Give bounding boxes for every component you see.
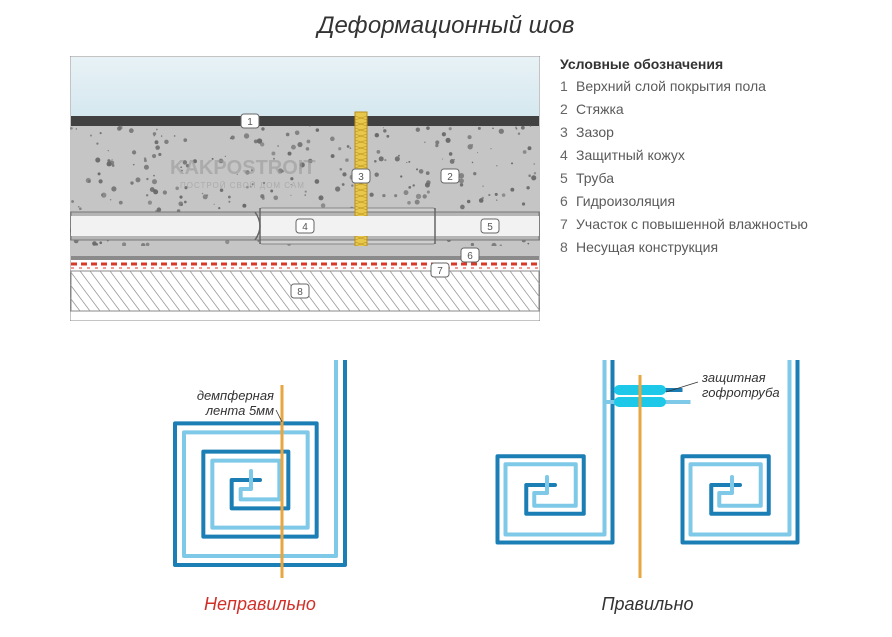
svg-text:Неправильно: Неправильно [204, 594, 316, 614]
legend-num: 6 [560, 191, 576, 212]
legend-text: Защитный кожух [576, 147, 685, 163]
spiral-svg: демпфернаялента 5мм Неправильно защитнаяго… [0, 360, 892, 630]
legend-item: 5Труба [560, 168, 860, 189]
legend: Условные обозначения 1Верхний слой покры… [560, 56, 860, 260]
svg-text:KAKPOSTROIT: KAKPOSTROIT [170, 157, 316, 179]
cross-section-diagram: KAKPOSTROIT ПОСТРОЙ СВОЙ ДОМ САМ 1 2 3 4 5 6 7 8 [70, 56, 540, 321]
legend-text: Несущая конструкция [576, 239, 718, 255]
svg-text:6: 6 [467, 251, 473, 262]
legend-item: 3Зазор [560, 122, 860, 143]
legend-item: 2Стяжка [560, 99, 860, 120]
diagram-title: Деформационный шов [0, 12, 892, 40]
spiral-comparison: демпфернаялента 5мм Неправильно защитнаяго… [0, 360, 892, 630]
svg-text:5: 5 [487, 222, 493, 233]
legend-num: 1 [560, 76, 576, 97]
legend-item: 6Гидроизоляция [560, 191, 860, 212]
svg-text:демпфернаялента 5мм: демпфернаялента 5мм [197, 388, 274, 418]
svg-text:8: 8 [297, 287, 303, 298]
legend-text: Верхний слой покрытия пола [576, 78, 766, 94]
svg-text:защитнаягофротруба: защитнаягофротруба [701, 370, 780, 400]
svg-text:3: 3 [358, 172, 364, 183]
legend-text: Участок с повышенной влажностью [576, 216, 808, 232]
svg-text:Правильно: Правильно [601, 594, 693, 614]
cross-section-svg: KAKPOSTROIT ПОСТРОЙ СВОЙ ДОМ САМ 1 2 3 4 5 6 7 8 [70, 56, 540, 321]
legend-num: 3 [560, 122, 576, 143]
legend-num: 2 [560, 99, 576, 120]
legend-text: Зазор [576, 124, 614, 140]
svg-text:2: 2 [447, 172, 453, 183]
svg-text:4: 4 [302, 222, 308, 233]
legend-text: Стяжка [576, 101, 624, 117]
legend-num: 5 [560, 168, 576, 189]
legend-heading: Условные обозначения [560, 56, 860, 72]
legend-item: 4Защитный кожух [560, 145, 860, 166]
legend-num: 7 [560, 214, 576, 235]
svg-text:ПОСТРОЙ СВОЙ ДОМ САМ: ПОСТРОЙ СВОЙ ДОМ САМ [180, 181, 305, 190]
legend-num: 4 [560, 145, 576, 166]
legend-num: 8 [560, 237, 576, 258]
legend-text: Гидроизоляция [576, 193, 675, 209]
legend-text: Труба [576, 170, 614, 186]
svg-text:1: 1 [247, 117, 253, 128]
legend-item: 7Участок с повышенной влажностью [560, 214, 860, 235]
svg-text:7: 7 [437, 266, 443, 277]
legend-item: 8Несущая конструкция [560, 237, 860, 258]
legend-item: 1Верхний слой покрытия пола [560, 76, 860, 97]
